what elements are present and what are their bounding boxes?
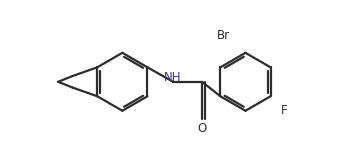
Text: Br: Br xyxy=(217,29,230,42)
Text: O: O xyxy=(198,122,207,135)
Text: NH: NH xyxy=(164,71,182,84)
Text: F: F xyxy=(281,104,288,117)
